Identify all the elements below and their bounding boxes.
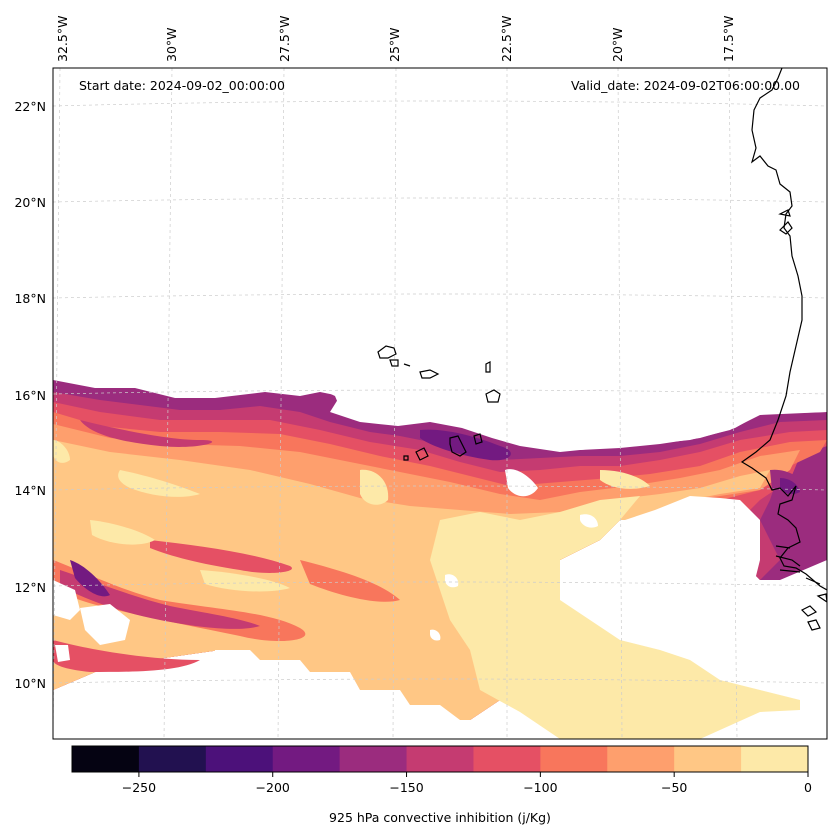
lat-label-10N: 10°N <box>14 676 46 691</box>
colorbar-tick-label: 0 <box>804 780 812 795</box>
lon-label-22.5W: 22.5°W <box>499 16 514 62</box>
map-frame <box>52 67 828 740</box>
colorbar-ticks: −250 −200 −150 −100 −50 0 <box>122 772 812 795</box>
colorbar-swatches <box>72 746 809 772</box>
cape-verde-boa-vista <box>485 389 501 403</box>
contour-core-cv <box>420 429 511 461</box>
colorbar-swatch <box>138 746 207 772</box>
colorbar-swatch <box>272 746 341 772</box>
contour-streak-5 <box>150 540 292 573</box>
cape-verde-sao-vicente <box>389 359 399 367</box>
gridlines <box>53 68 827 739</box>
no-data-southwest <box>53 650 510 739</box>
colorbar-swatch <box>205 746 274 772</box>
colorbar-tick-label: −50 <box>661 780 687 795</box>
contour-patch-light-1 <box>118 470 200 497</box>
colorbar: −250 −200 −150 −100 −50 0 925 hPa convective … <box>71 745 812 825</box>
colorbar-swatch <box>741 746 809 772</box>
start-date-label: Start date: 2024-09-02_00:00:00 <box>79 78 285 93</box>
lat-label-14N: 14°N <box>14 483 46 498</box>
no-data-regions <box>53 68 827 739</box>
contour-band-neg25 <box>430 496 800 739</box>
lon-label-25W: 25°W <box>387 27 402 62</box>
no-data-east <box>620 496 827 690</box>
lat-label-22N: 22°N <box>14 99 46 114</box>
colorbar-tick-label: −200 <box>256 780 290 795</box>
no-data-hole-2 <box>580 514 598 528</box>
latitude-labels: 22°N 20°N 18°N 16°N 14°N 12°N 10°N <box>14 99 46 691</box>
contour-patch-light-2 <box>200 570 290 592</box>
colorbar-swatch <box>607 746 675 772</box>
colorbar-frame <box>71 745 809 773</box>
no-data-hole-8 <box>430 629 441 641</box>
contour-streak-7 <box>300 560 400 602</box>
lon-label-32.5W: 32.5°W <box>55 16 70 62</box>
coast-detail-gambia <box>775 555 821 585</box>
cape-verde-santo-antao <box>377 345 397 359</box>
no-data-hole-4 <box>80 604 130 645</box>
contour-streak-1 <box>80 420 213 447</box>
lon-label-20W: 20°W <box>610 27 625 62</box>
lon-label-17.5W: 17.5°W <box>721 16 736 62</box>
colorbar-tick-label: −250 <box>122 780 156 795</box>
coastlines <box>377 68 827 631</box>
contour-streak-6 <box>53 640 200 672</box>
colorbar-swatch <box>406 746 474 772</box>
colorbar-tick-label: −100 <box>523 780 557 795</box>
colorbar-swatch <box>540 746 608 772</box>
senegal-detail <box>775 545 801 573</box>
contour-patch-light-3 <box>360 469 389 505</box>
no-data-hole-6 <box>444 574 459 588</box>
cape-verde-fogo <box>415 447 429 461</box>
lon-label-27.5W: 27.5°W <box>277 16 292 62</box>
contour-patch-light-5 <box>53 440 70 463</box>
contour-streak-3 <box>60 570 260 629</box>
no-data-hole-3 <box>53 580 80 620</box>
cape-verde-santiago <box>449 435 467 457</box>
colorbar-tick-label: −150 <box>389 780 423 795</box>
contour-patch-light-6 <box>600 470 650 489</box>
lat-label-20N: 20°N <box>14 195 46 210</box>
colorbar-swatch <box>473 746 541 772</box>
no-data-hole-7 <box>560 568 573 582</box>
contour-patch-light-4 <box>90 520 155 545</box>
colorbar-title: 925 hPa convective inhibition (j/Kg) <box>329 810 551 825</box>
no-data-hole-5 <box>55 645 70 662</box>
cape-verde-sao-nicolau <box>419 369 440 379</box>
lon-label-30W: 30°W <box>164 27 179 62</box>
colorbar-swatch <box>674 746 742 772</box>
cape-verde-santa-luzia <box>403 363 411 367</box>
valid-date-label: Valid_date: 2024-09-02T06:00:00.00 <box>571 78 800 93</box>
longitude-labels: 32.5°W 30°W 27.5°W 25°W 22.5°W 20°W 17.5… <box>55 16 736 62</box>
no-data-hole-1 <box>505 469 538 497</box>
colorbar-swatch <box>339 746 408 772</box>
contour-streak-4 <box>70 560 110 597</box>
no-data-north <box>53 68 827 450</box>
cape-verde-maio <box>473 433 483 445</box>
island-bioko-west <box>778 209 793 235</box>
lat-label-12N: 12°N <box>14 580 46 595</box>
colorbar-swatch <box>72 746 140 772</box>
cin-field <box>53 380 827 739</box>
lat-label-18N: 18°N <box>14 291 46 306</box>
cape-verde-sal <box>485 361 491 373</box>
africa-coast <box>740 68 827 591</box>
lat-label-16N: 16°N <box>14 388 46 403</box>
cape-verde-brava <box>403 455 409 461</box>
